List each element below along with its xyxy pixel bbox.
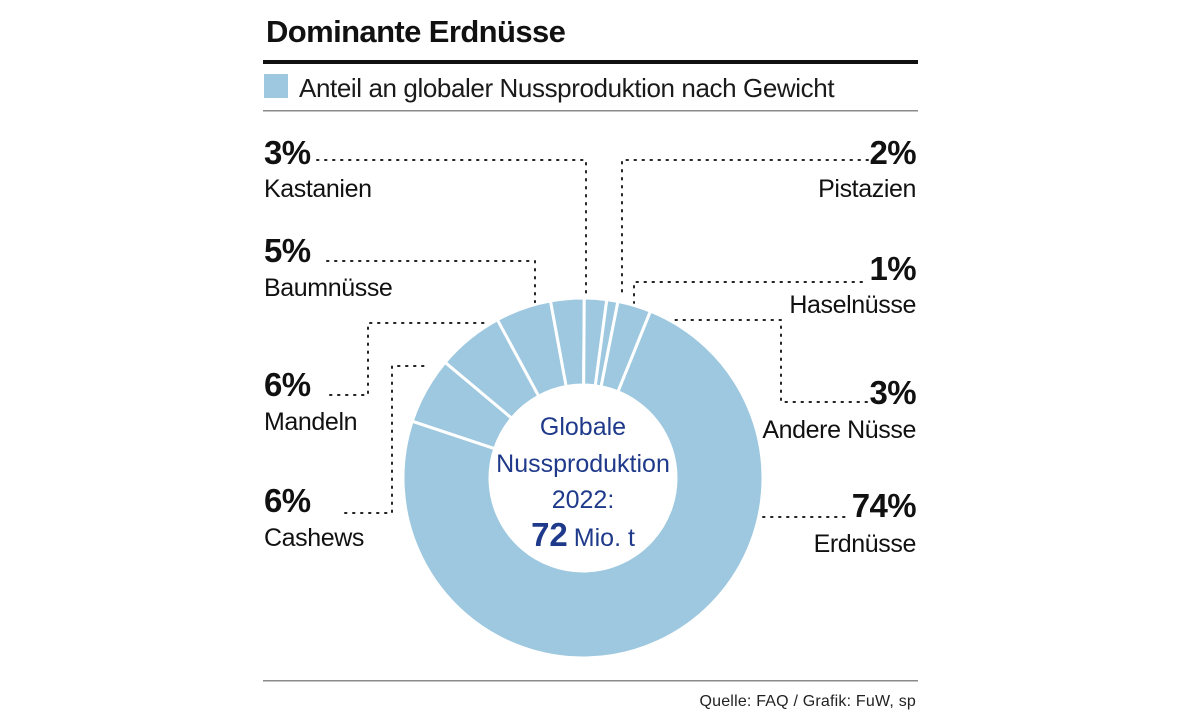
label-pistazien: Pistazien bbox=[818, 175, 916, 203]
pct-pistazien: 2% bbox=[870, 134, 917, 171]
center-line-3: 2022: bbox=[552, 486, 615, 514]
pct-baumnuesse: 5% bbox=[264, 232, 311, 269]
label-cashews: Cashews bbox=[264, 524, 364, 552]
leader-andere bbox=[669, 319, 868, 403]
source-credit: Quelle: FAQ / Grafik: FuW, sp bbox=[699, 693, 916, 710]
leader-baumnuesse bbox=[326, 260, 536, 305]
center-line-2: Nussproduktion bbox=[496, 450, 670, 478]
label-kastanien: Kastanien bbox=[264, 175, 372, 203]
legend-rule bbox=[263, 110, 918, 112]
pct-erdnuesse: 74% bbox=[852, 487, 917, 524]
label-andere: Andere Nüsse bbox=[762, 416, 916, 444]
center-total: 72 Mio. t bbox=[531, 516, 635, 553]
legend-swatch bbox=[264, 74, 288, 98]
center-total-unit: Mio. t bbox=[574, 524, 635, 552]
leader-pistazien bbox=[621, 159, 869, 297]
legend-label: Anteil an globaler Nussproduktion nach G… bbox=[299, 73, 835, 103]
label-baumnuesse: Baumnüsse bbox=[264, 274, 392, 302]
label-haselnuesse: Haselnüsse bbox=[789, 291, 916, 319]
title-rule bbox=[263, 60, 918, 64]
chart-title: Dominante Erdnüsse bbox=[266, 14, 566, 49]
slice-labels: 3% Kastanien 2% Pistazien 5% Baumnüsse 1… bbox=[264, 134, 917, 558]
leader-haselnuesse bbox=[633, 281, 863, 304]
leader-kastanien bbox=[316, 159, 587, 297]
leader-cashews bbox=[344, 365, 431, 514]
label-mandeln: Mandeln bbox=[264, 408, 357, 436]
center-label: Globale Nussproduktion 2022: 72 Mio. t bbox=[496, 413, 670, 553]
pct-andere: 3% bbox=[870, 374, 917, 411]
leader-lines bbox=[316, 159, 869, 518]
pct-haselnuesse: 1% bbox=[870, 250, 917, 287]
label-erdnuesse: Erdnüsse bbox=[814, 530, 916, 558]
footer-rule bbox=[263, 680, 918, 682]
center-line-1: Globale bbox=[540, 413, 626, 441]
donut-slice-andere-nuesse bbox=[599, 299, 653, 394]
pct-cashews: 6% bbox=[264, 482, 311, 519]
donut-slice-erdnuesse bbox=[401, 309, 765, 660]
pct-kastanien: 3% bbox=[264, 134, 311, 171]
pct-mandeln: 6% bbox=[264, 366, 311, 403]
donut-chart bbox=[401, 296, 765, 660]
center-total-value: 72 bbox=[531, 516, 568, 553]
leader-mandeln bbox=[329, 322, 486, 396]
